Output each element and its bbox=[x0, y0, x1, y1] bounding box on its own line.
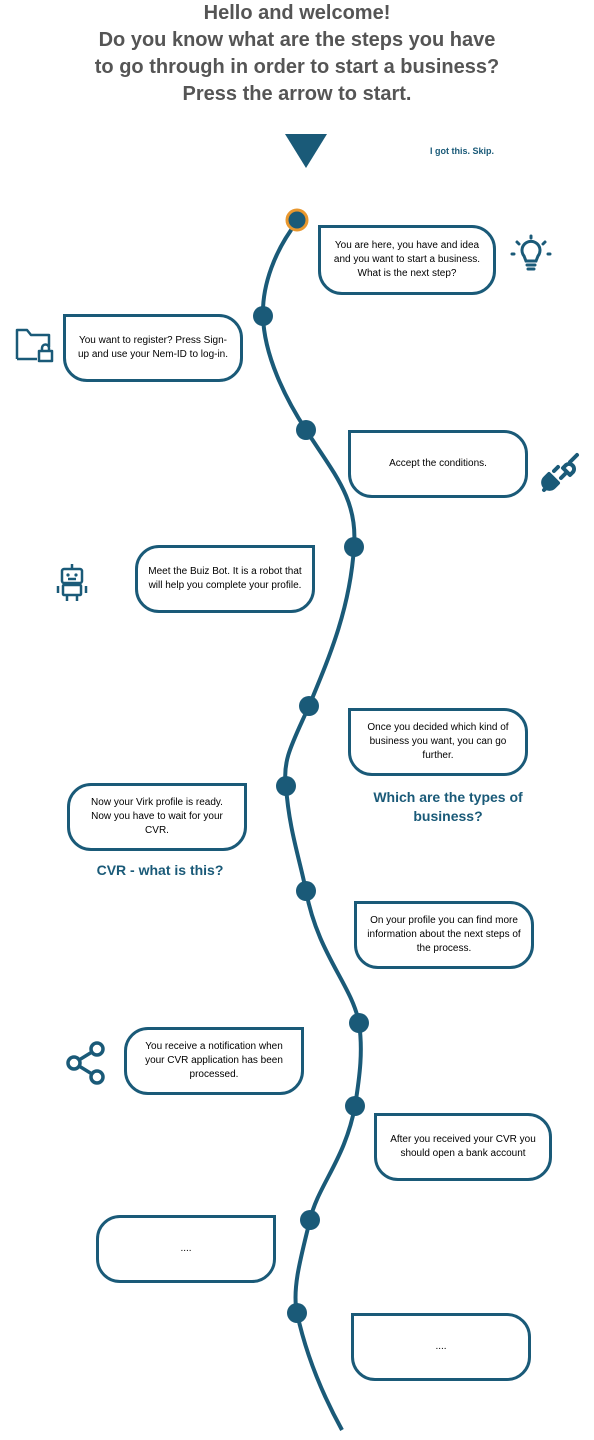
plug-icon bbox=[541, 453, 579, 492]
step-marker[interactable] bbox=[287, 1303, 307, 1323]
business-types-link[interactable]: Which are the types of business? bbox=[373, 789, 523, 824]
folder-lock-icon bbox=[15, 328, 54, 363]
step-marker[interactable] bbox=[299, 696, 319, 716]
step-marker[interactable] bbox=[349, 1013, 369, 1033]
start-arrow-button[interactable] bbox=[285, 134, 327, 168]
robot-icon bbox=[56, 564, 88, 601]
step-marker[interactable] bbox=[345, 1096, 365, 1116]
step-bubble-register: You want to register? Press Sign-up and … bbox=[63, 314, 243, 382]
welcome-header: Hello and welcome! Do you know what are … bbox=[0, 0, 594, 108]
current-step-marker[interactable] bbox=[285, 208, 309, 232]
step-bubble-business-kind: Once you decided which kind of business … bbox=[348, 708, 528, 776]
header-line-4: Press the arrow to start. bbox=[182, 83, 412, 105]
step-bubble-conditions: Accept the conditions. bbox=[348, 430, 528, 498]
step-marker[interactable] bbox=[344, 537, 364, 557]
step-marker[interactable] bbox=[296, 881, 316, 901]
timeline-path bbox=[260, 220, 363, 1431]
step-bubble-idea: You are here, you have and idea and you … bbox=[318, 225, 496, 295]
step-bubble-placeholder: .... bbox=[96, 1215, 276, 1283]
skip-link[interactable]: I got this. Skip. bbox=[430, 146, 495, 156]
step-bubble-profile-info: On your profile you can find more inform… bbox=[354, 901, 534, 969]
step-marker[interactable] bbox=[253, 306, 273, 326]
header-line-3: to go through in order to start a busine… bbox=[94, 56, 500, 78]
step-bubble-placeholder: .... bbox=[351, 1313, 531, 1381]
step-marker[interactable] bbox=[296, 420, 316, 440]
step-bubble-bank-account: After you received your CVR you should o… bbox=[374, 1113, 552, 1181]
step-bubble-notification: You receive a notification when your CVR… bbox=[124, 1027, 304, 1095]
step-marker[interactable] bbox=[276, 776, 296, 796]
share-icon bbox=[66, 1041, 105, 1085]
header-line-2: Do you know what are the steps you have bbox=[98, 29, 496, 51]
header-line-1: Hello and welcome! bbox=[203, 2, 391, 24]
step-marker[interactable] bbox=[300, 1210, 320, 1230]
cvr-info-link[interactable]: CVR - what is this? bbox=[96, 862, 224, 878]
step-bubble-buiz-bot: Meet the Buiz Bot. It is a robot that wi… bbox=[135, 545, 315, 613]
step-bubble-virk-profile: Now your Virk profile is ready. Now you … bbox=[67, 783, 247, 851]
lightbulb-icon bbox=[510, 234, 552, 271]
